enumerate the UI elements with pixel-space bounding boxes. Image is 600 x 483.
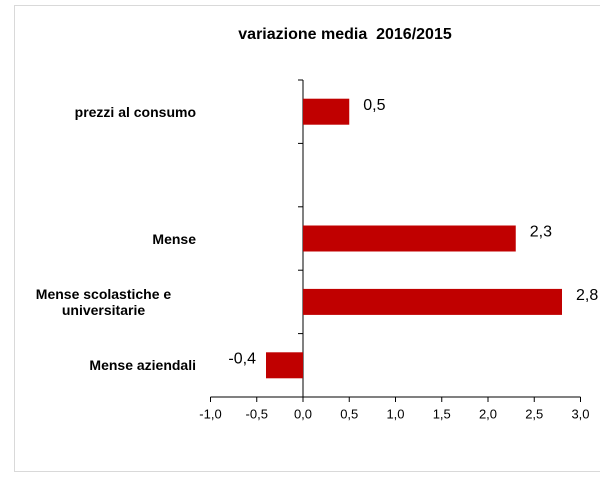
- y-tick-label-text: Mense: [152, 230, 196, 247]
- x-tick-label: 1,5: [433, 406, 451, 421]
- y-tick-label-text: Mense aziendali: [89, 357, 196, 374]
- x-tick-label: 2,5: [525, 406, 543, 421]
- y-tick-label: Mense: [11, 231, 196, 247]
- y-tick-label: Mense scolastiche e universitarie: [11, 286, 196, 318]
- x-tick-label: -1,0: [199, 406, 221, 421]
- x-tick-label: 0,0: [294, 406, 312, 421]
- x-tick-label: 0,5: [340, 406, 358, 421]
- y-tick-label: prezzi al consumo: [11, 104, 196, 120]
- y-tick-label-text: prezzi al consumo: [74, 103, 196, 120]
- x-tick-label: 3,0: [571, 406, 589, 421]
- chart-border: [14, 5, 600, 472]
- x-tick-label: -0,5: [246, 406, 268, 421]
- value-label: 2,8: [576, 287, 598, 304]
- value-label: 0,5: [363, 97, 385, 114]
- bar: [303, 98, 350, 125]
- value-label: 2,3: [530, 224, 552, 241]
- bar: [303, 288, 562, 315]
- chart-title: variazione media 2016/2015: [238, 26, 452, 43]
- x-tick-label: 2,0: [479, 406, 497, 421]
- x-tick-label: 1,0: [386, 406, 404, 421]
- bar: [266, 352, 303, 379]
- bar: [303, 225, 516, 252]
- value-label: -0,4: [228, 351, 256, 368]
- y-tick-label: Mense aziendali: [11, 357, 196, 373]
- y-tick-label-text: Mense scolastiche e universitarie: [35, 285, 172, 318]
